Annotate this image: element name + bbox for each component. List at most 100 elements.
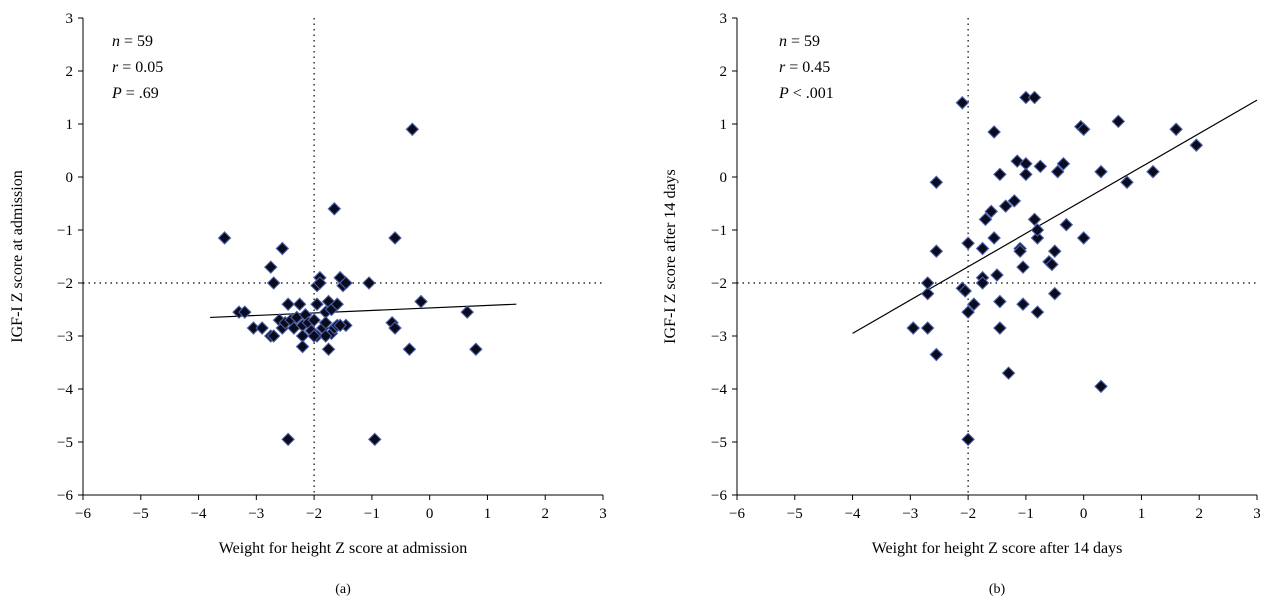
data-point <box>1030 223 1045 237</box>
data-point <box>984 204 999 219</box>
data-point <box>929 347 944 362</box>
x-tick-label: −3 <box>248 506 264 522</box>
x-axis-label: Weight for height Z score at admission <box>219 540 467 557</box>
data-point <box>975 241 990 256</box>
data-point <box>1048 286 1062 301</box>
data-point <box>266 329 281 343</box>
data-point <box>1016 260 1030 274</box>
y-tick-label: 2 <box>66 64 74 80</box>
y-tick-label: −4 <box>711 382 727 398</box>
data-point <box>307 329 321 343</box>
data-point <box>339 276 353 290</box>
y-tick-label: 0 <box>66 170 74 186</box>
data-point <box>961 305 975 319</box>
data-point <box>990 268 1004 282</box>
data-point <box>1076 231 1091 245</box>
data-point <box>906 321 921 335</box>
data-point <box>1146 164 1160 179</box>
data-point <box>1019 167 1033 182</box>
data-point <box>460 305 475 319</box>
data-point <box>920 276 935 290</box>
data-point <box>1007 194 1022 208</box>
y-tick-label: 3 <box>720 11 728 27</box>
y-tick-label: −4 <box>57 382 73 398</box>
data-point <box>1027 90 1042 105</box>
x-tick-label: −4 <box>845 506 861 522</box>
data-point <box>318 329 333 343</box>
x-tick-label: 3 <box>599 506 607 522</box>
y-axis-label: IGF-I Z score at admission <box>9 170 26 342</box>
data-point <box>961 236 975 251</box>
data-point <box>1030 305 1045 319</box>
data-point <box>362 276 376 290</box>
data-point <box>929 175 944 190</box>
y-tick-label: −3 <box>57 329 73 345</box>
data-point <box>1094 164 1108 179</box>
data-point <box>367 432 382 447</box>
data-point <box>333 318 347 333</box>
x-tick-label: −5 <box>133 506 149 522</box>
data-point <box>292 297 307 311</box>
data-point <box>920 321 935 335</box>
x-tick-label: −5 <box>787 506 803 522</box>
data-point <box>1045 257 1059 272</box>
data-point <box>993 167 1007 182</box>
data-point <box>987 125 1001 139</box>
data-point <box>327 202 342 216</box>
y-tick-label: −6 <box>57 488 73 504</box>
stat-P: P < .001 <box>778 85 834 102</box>
x-tick-label: 3 <box>1253 506 1261 522</box>
stat-n: n = 59 <box>112 33 153 50</box>
data-point <box>998 199 1013 213</box>
data-point <box>1048 244 1062 258</box>
data-point <box>1120 175 1134 190</box>
stat-P: P = .69 <box>111 85 159 102</box>
x-tick-label: −4 <box>191 506 207 522</box>
y-tick-label: −6 <box>711 488 727 504</box>
data-point <box>275 241 290 256</box>
x-tick-label: 1 <box>1138 506 1146 522</box>
stat-r: r = 0.05 <box>112 59 163 76</box>
data-point <box>281 297 295 311</box>
x-tick-label: 0 <box>426 506 434 522</box>
x-tick-label: 2 <box>541 506 549 522</box>
data-point <box>993 321 1007 335</box>
x-tick-label: 0 <box>1080 506 1088 522</box>
scatter-panel-b: −6 −5 −4 −3 −2 −1 0 1 2 3 −6 −5 −4 −3 −2 −1 0 1 2 3 n = 59 r … <box>662 11 1261 597</box>
data-point <box>217 231 232 245</box>
data-point <box>321 342 336 357</box>
x-tick-label: 1 <box>484 506 492 522</box>
data-point <box>402 342 417 357</box>
data-point <box>1056 156 1071 171</box>
data-point <box>1059 217 1074 232</box>
data-point <box>1013 244 1027 258</box>
data-point <box>263 260 278 274</box>
y-tick-label: 1 <box>720 117 728 133</box>
y-axis-label: IGF-I Z score after 14 days <box>662 169 679 344</box>
y-tick-label: −1 <box>711 223 727 239</box>
data-point <box>1027 212 1042 227</box>
x-tick-label: −1 <box>364 506 380 522</box>
x-tick-label: −3 <box>902 506 918 522</box>
y-tick-label: −2 <box>57 276 73 292</box>
data-point <box>295 339 310 354</box>
y-tick-label: −2 <box>711 276 727 292</box>
y-tick-label: −5 <box>57 435 73 451</box>
data-point <box>318 315 333 330</box>
y-tick-label: 1 <box>66 117 74 133</box>
data-point <box>307 313 321 327</box>
data-point <box>1016 297 1030 311</box>
data-point <box>929 244 944 258</box>
x-tick-label: −2 <box>960 506 976 522</box>
stat-r: r = 0.45 <box>779 59 830 76</box>
x-tick-label: −1 <box>1018 506 1034 522</box>
data-point <box>967 297 981 311</box>
data-point <box>237 305 252 319</box>
x-tick-label: −6 <box>75 506 91 522</box>
data-point <box>405 122 420 137</box>
data-point <box>313 276 327 290</box>
data-point <box>920 286 935 301</box>
y-tick-label: 2 <box>720 64 728 80</box>
